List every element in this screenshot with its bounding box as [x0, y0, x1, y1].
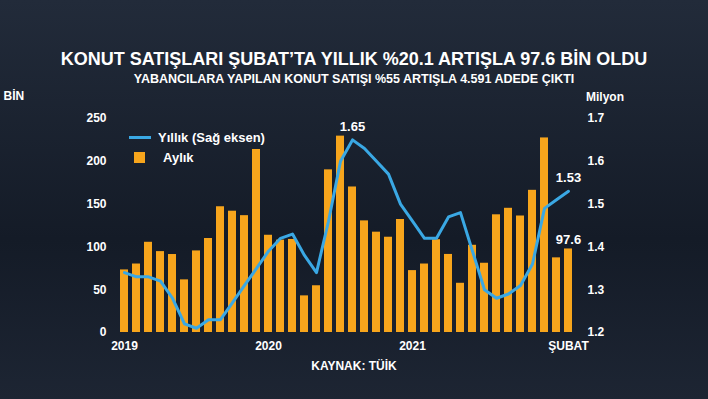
- svg-text:2020: 2020: [255, 339, 282, 353]
- svg-text:ŞUBAT: ŞUBAT: [548, 339, 589, 353]
- html-text:Aylık: Aylık: [163, 150, 194, 165]
- svg-text:1.7: 1.7: [588, 111, 605, 125]
- svg-text:1.4: 1.4: [588, 240, 605, 254]
- svg-text:1.2: 1.2: [588, 325, 605, 339]
- svg-text:1.53: 1.53: [556, 170, 581, 185]
- html-text:KONUT SATIŞLARI ŞUBAT’TA YILLI: KONUT SATIŞLARI ŞUBAT’TA YILLIK %20.1 AR…: [60, 49, 648, 69]
- svg-text:0: 0: [100, 325, 107, 339]
- svg-text:2021: 2021: [399, 339, 426, 353]
- html-text:Milyon: Milyon: [586, 90, 624, 104]
- html-text:KAYNAK: TÜİK: KAYNAK: TÜİK: [311, 359, 397, 373]
- svg-text:200: 200: [86, 154, 106, 168]
- svg-text:2019: 2019: [111, 339, 138, 353]
- svg-text:1.65: 1.65: [340, 119, 365, 134]
- svg-text:1.6: 1.6: [588, 154, 605, 168]
- html-text:Yıllık (Sağ eksen): Yıllık (Sağ eksen): [158, 130, 265, 145]
- svg-text:50: 50: [93, 283, 107, 297]
- svg-text:150: 150: [86, 197, 106, 211]
- svg-text:97.6: 97.6: [556, 232, 581, 247]
- svg-text:100: 100: [86, 240, 106, 254]
- svg-text:250: 250: [86, 111, 106, 125]
- svg-text:BİN: BİN: [4, 88, 25, 103]
- html-text:YABANCILARA YAPILAN KONUT SATI: YABANCILARA YAPILAN KONUT SATIŞI %55 ART…: [133, 72, 575, 86]
- svg-text:1.5: 1.5: [588, 197, 605, 211]
- svg-text:1.3: 1.3: [588, 283, 605, 297]
